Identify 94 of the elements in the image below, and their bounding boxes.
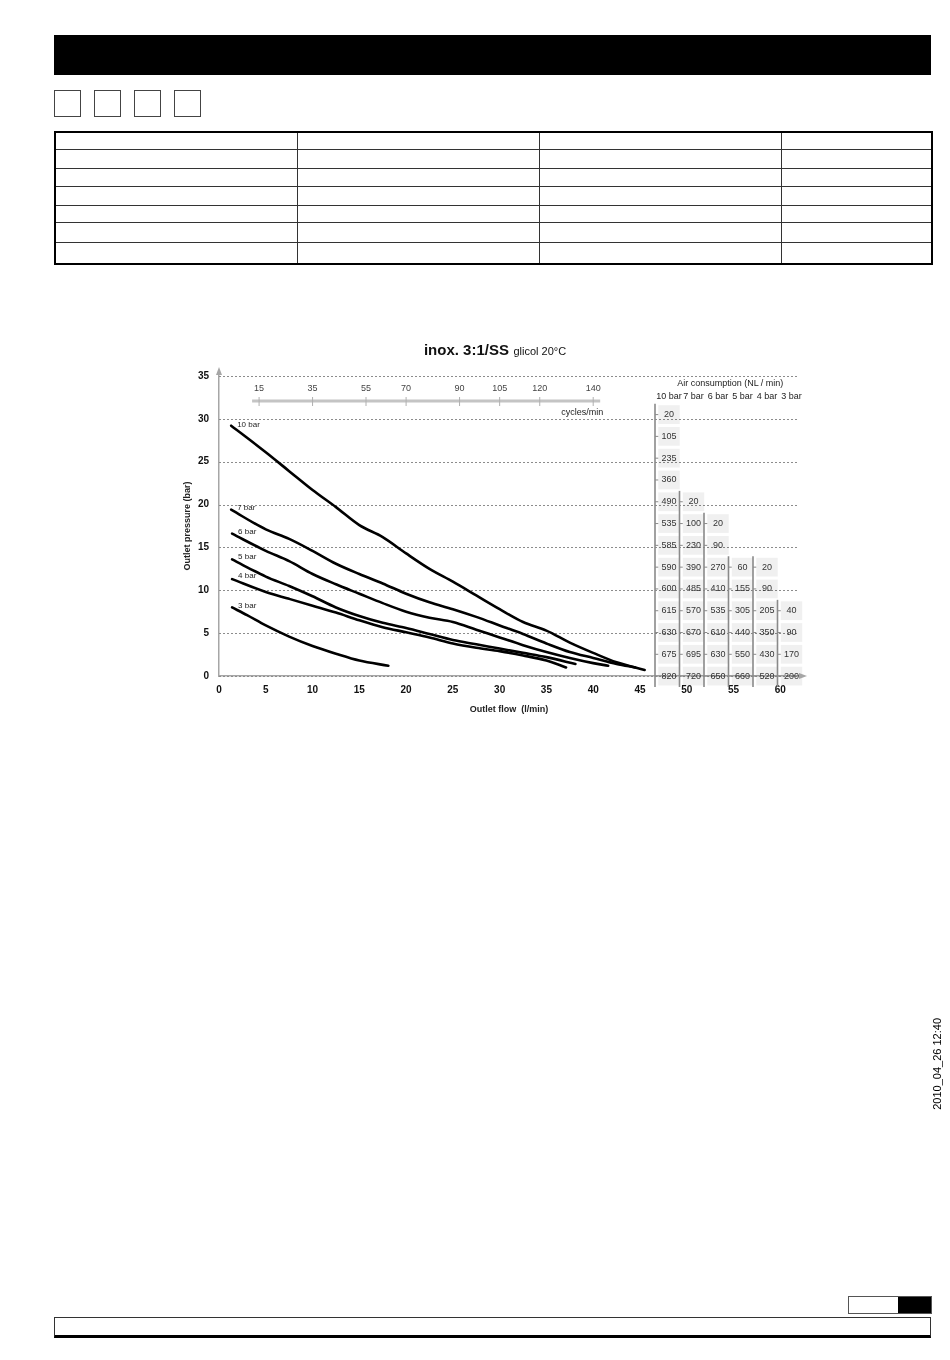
y-tick-label: 25: [197, 455, 210, 467]
data-label: 535: [710, 605, 726, 616]
x2-tick-label: 55: [361, 383, 372, 394]
data-label: 615: [661, 605, 677, 616]
data-label: 600: [661, 583, 677, 594]
data-label: 20: [761, 561, 773, 572]
x2-tick-label: 140: [585, 383, 601, 394]
data-label: 660: [734, 670, 751, 681]
data-label: 20: [712, 518, 724, 529]
series-label: 3 bar: [238, 600, 257, 610]
data-label: 570: [685, 605, 702, 616]
data-label: 410: [710, 583, 726, 594]
y-tick-label: 20: [197, 498, 210, 510]
y-axis-title: Outlet pressure (bar): [181, 481, 192, 571]
x-tick-label: 25: [447, 683, 459, 695]
x-tick-label: 4 bar: [756, 390, 778, 401]
x-tick-label: 20: [400, 683, 413, 695]
data-label: 360: [661, 474, 677, 485]
x2-axis-title: cycles/min: [561, 407, 604, 418]
series-label: 4 bar: [238, 571, 257, 581]
data-label: 585: [661, 539, 677, 550]
data-label: 550: [734, 648, 751, 659]
y-tick-label: 10: [197, 584, 210, 596]
series-label: 10 bar: [237, 420, 261, 430]
data-label: 695: [685, 648, 702, 659]
x-tick-label: 15: [353, 683, 366, 695]
data-label: 650: [710, 670, 726, 681]
data-label: 485: [685, 583, 702, 594]
x2-tick-label: 105: [492, 383, 508, 394]
x2-tick-label: 120: [532, 383, 548, 394]
data-label: 90: [761, 583, 773, 594]
data-label: 105: [661, 430, 677, 441]
data-label: 670: [685, 627, 702, 637]
data-label: 230: [685, 539, 702, 550]
x-tick-label: 5: [262, 683, 269, 695]
data-label: 490: [661, 496, 677, 507]
series-label: 7 bar: [237, 503, 256, 513]
data-label: 520: [759, 670, 775, 681]
chart-title: inox. 3:1/SS: [423, 341, 509, 358]
data-label: 820: [661, 670, 677, 681]
data-label: 675: [661, 648, 677, 659]
data-label: 720: [685, 670, 702, 681]
x2-tick-label: 90: [454, 383, 465, 394]
y-tick-label: 5: [203, 626, 210, 638]
data-label: 100: [685, 518, 702, 529]
y-tick-label: 15: [197, 541, 210, 553]
data-label: 270: [710, 561, 726, 572]
data-label: 155: [734, 583, 751, 594]
data-label: 40: [786, 605, 797, 616]
x-tick-label: 50: [681, 683, 693, 695]
data-label: 90: [786, 627, 797, 637]
y-tick-label: 0: [203, 669, 210, 681]
y-tick-label: 30: [197, 412, 210, 424]
x-tick-label: 10: [306, 683, 319, 695]
x-tick-label: 7 bar: [683, 390, 704, 401]
data-label: 630: [661, 627, 677, 637]
x-tick-label: 10 bar: [656, 390, 682, 401]
x-axis-title: Outlet flow (l/min): [469, 704, 549, 715]
data-label: 590: [661, 561, 677, 572]
data-label: 610: [710, 627, 726, 637]
x-tick-label: 40: [587, 683, 600, 695]
data-label: 20: [663, 409, 675, 420]
data-label: 305: [734, 605, 751, 616]
data-label: 430: [759, 648, 775, 659]
x2-tick-label: 70: [401, 383, 412, 394]
x2-tick-label: 35: [307, 383, 318, 394]
series-label: 5 bar: [238, 552, 257, 562]
x-tick-label: 55: [727, 683, 740, 695]
x-tick-label: 45: [634, 683, 646, 695]
x-tick-label: 0: [216, 683, 223, 695]
data-label: 170: [783, 648, 800, 659]
data-label: 20: [688, 496, 699, 507]
series-label: 6 bar: [238, 526, 257, 536]
x-tick-label: 6 bar: [707, 390, 729, 401]
chart-title: Air consumption (NL / min): [677, 378, 784, 389]
x-tick-label: 35: [540, 683, 553, 695]
x-tick-label: 30: [494, 683, 506, 695]
y-tick-label: 35: [197, 369, 210, 381]
x-tick-label: 60: [774, 683, 787, 695]
data-label: 350: [759, 627, 775, 637]
data-label: 200: [783, 670, 800, 681]
data-label: 90: [712, 539, 724, 550]
data-label: 535: [661, 518, 677, 529]
x2-tick-label: 15: [254, 383, 265, 394]
data-label: 630: [710, 648, 726, 659]
data-label: 440: [734, 627, 751, 637]
x-tick-label: 3 bar: [781, 390, 802, 401]
chart-subtitle: glicol 20°C: [513, 345, 567, 357]
data-label: 205: [759, 605, 775, 616]
data-label: 60: [737, 561, 748, 572]
data-label: 390: [685, 561, 702, 572]
data-label: 235: [661, 452, 677, 463]
x-tick-label: 5 bar: [732, 390, 753, 401]
text: 2010_04_26 12:40: [931, 1018, 943, 1110]
